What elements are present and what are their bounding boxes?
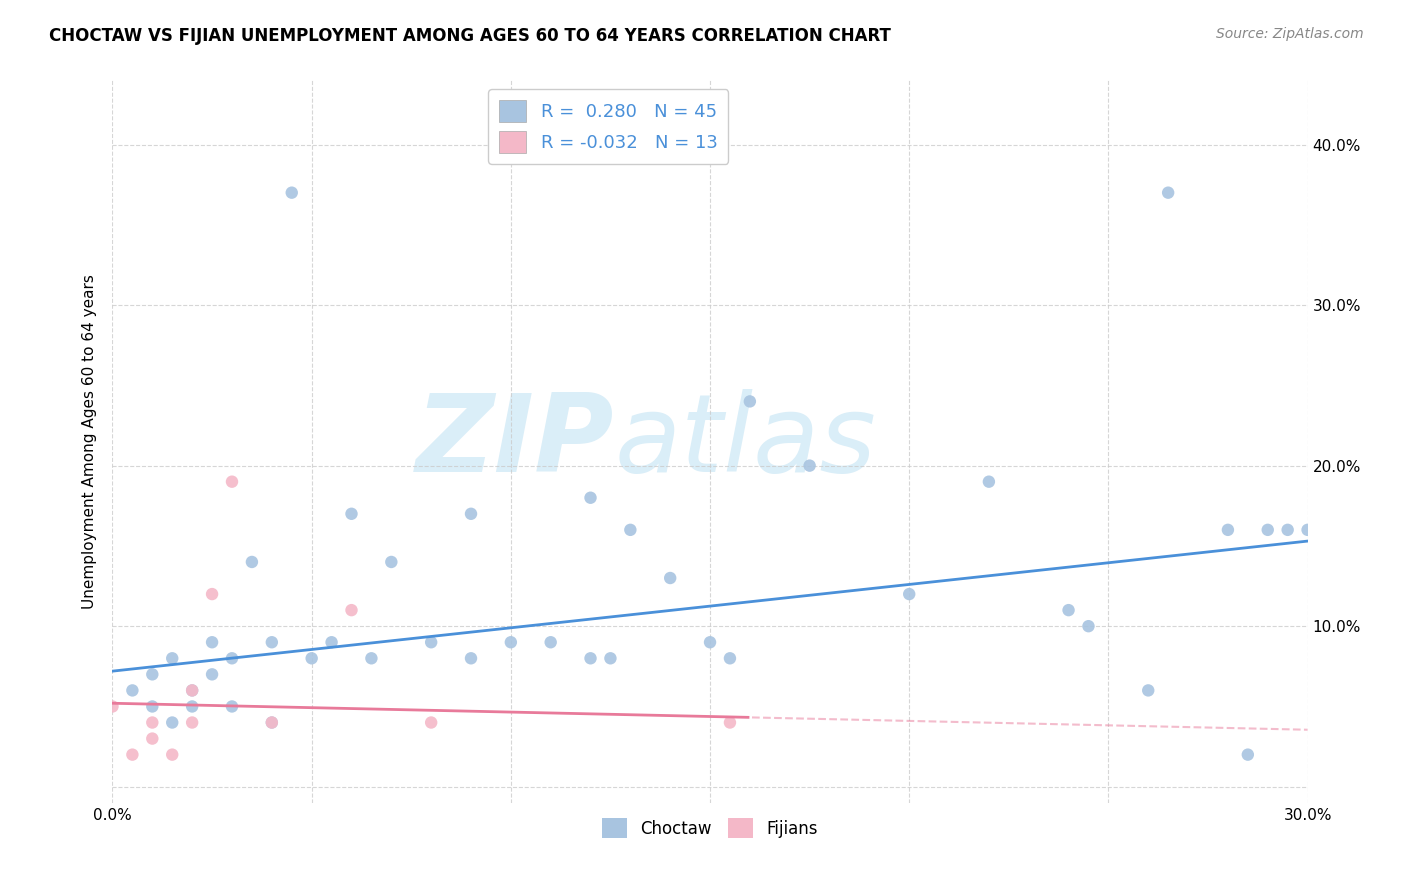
Point [898,587,921,601]
Point [360,651,382,665]
Point [1137,683,1160,698]
Point [460,507,482,521]
Point [121,747,143,762]
Point [718,715,741,730]
Point [420,635,443,649]
Point [1296,523,1319,537]
Point [340,603,363,617]
Text: CHOCTAW VS FIJIAN UNEMPLOYMENT AMONG AGES 60 TO 64 YEARS CORRELATION CHART: CHOCTAW VS FIJIAN UNEMPLOYMENT AMONG AGE… [49,27,891,45]
Point [1216,523,1239,537]
Point [579,491,602,505]
Point [340,507,363,521]
Point [260,715,283,730]
Point [162,747,183,762]
Point [162,715,183,730]
Point [1057,603,1080,617]
Point [221,699,243,714]
Point [221,475,243,489]
Point [718,651,741,665]
Point [141,731,163,746]
Point [738,394,761,409]
Point [1257,523,1279,537]
Point [499,635,522,649]
Text: ZIP: ZIP [416,389,614,494]
Point [1237,747,1260,762]
Point [181,699,204,714]
Point [977,475,1000,489]
Point [121,683,143,698]
Point [221,651,243,665]
Point [201,587,224,601]
Point [260,635,283,649]
Text: atlas: atlas [614,389,876,494]
Point [181,715,204,730]
Point [301,651,323,665]
Point [599,651,621,665]
Point [141,667,163,681]
Point [699,635,721,649]
Point [420,715,443,730]
Point [1157,186,1180,200]
Point [281,186,304,200]
Point [799,458,821,473]
Point [579,651,602,665]
Point [162,651,183,665]
Y-axis label: Unemployment Among Ages 60 to 64 years: Unemployment Among Ages 60 to 64 years [82,274,97,609]
Point [1077,619,1099,633]
Point [240,555,263,569]
Point [141,699,163,714]
Point [540,635,562,649]
Point [380,555,402,569]
Legend: Choctaw, Fijians: Choctaw, Fijians [595,812,825,845]
Text: Source: ZipAtlas.com: Source: ZipAtlas.com [1216,27,1364,41]
Point [201,667,224,681]
Point [619,523,641,537]
Point [101,699,124,714]
Point [181,683,204,698]
Point [1277,523,1299,537]
Point [659,571,682,585]
Point [181,683,204,698]
Point [260,715,283,730]
Point [321,635,343,649]
Point [141,715,163,730]
Point [201,635,224,649]
Point [460,651,482,665]
